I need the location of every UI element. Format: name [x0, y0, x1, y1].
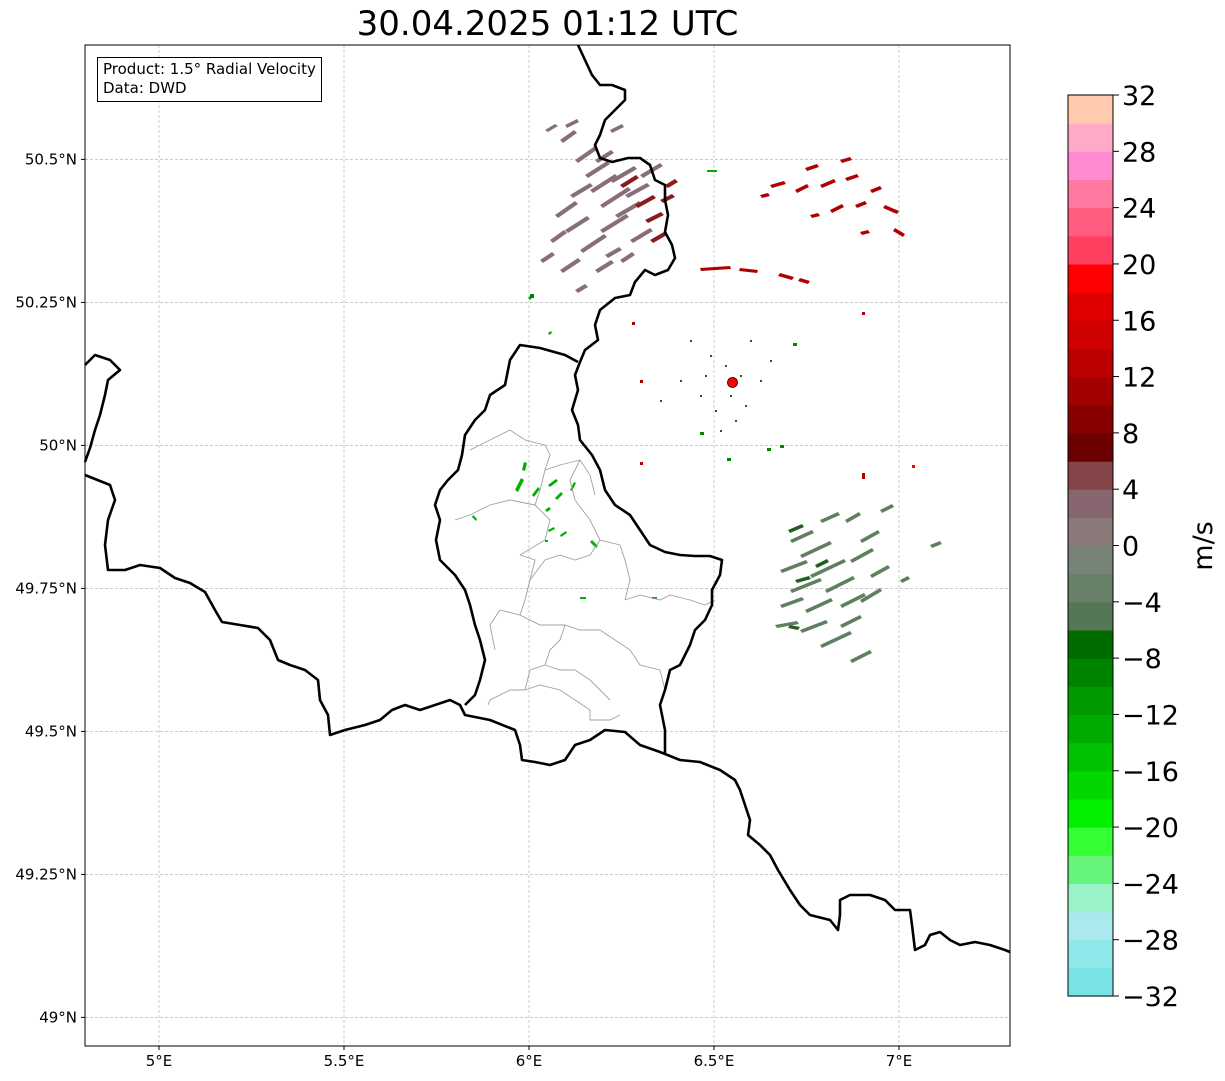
colorbar-segment: [1068, 95, 1113, 124]
lat-tick-label: 50.5°N: [25, 150, 77, 168]
colorbar-tick-label: −28: [1122, 926, 1179, 957]
colorbar-tick-label: −16: [1122, 757, 1179, 788]
colorbar: 32 28 24 20 16 12 8 4 0 −4 −8 −12 −16 −20 −24 −28 −32: [1067, 81, 1179, 1013]
radar-echoes: [472, 119, 942, 663]
echo-cluster-northeast: [700, 157, 905, 284]
lon-tick-label: 5.5°E: [324, 1052, 365, 1070]
colorbar-tick-label: 4: [1122, 475, 1139, 506]
colorbar-tick-label: 12: [1122, 363, 1156, 394]
colorbar-tick-label: 8: [1122, 419, 1139, 450]
colorbar-tick-label: 0: [1122, 532, 1139, 563]
map-frame: [84, 44, 1011, 1047]
colorbar-segment: [1068, 320, 1113, 350]
colorbar-label: m/s: [1188, 521, 1219, 570]
colorbar-segment: [1068, 517, 1113, 547]
colorbar-tick-label: −8: [1122, 644, 1162, 675]
colorbar-segment: [1068, 967, 1113, 997]
lon-tick-label: 6°E: [516, 1052, 543, 1070]
echo-clutter: [660, 340, 772, 432]
colorbar-segment: [1068, 827, 1113, 856]
colorbar-tick-label: −12: [1122, 700, 1179, 731]
colorbar-segment: [1068, 770, 1113, 800]
colorbar-segment: [1068, 123, 1113, 152]
colorbar-segment: [1068, 911, 1113, 941]
colorbar-segment: [1068, 179, 1113, 209]
lat-tick-label: 49.75°N: [15, 579, 77, 597]
colorbar-segment: [1068, 292, 1113, 321]
colorbar-segment: [1068, 855, 1113, 884]
map-area: [85, 45, 1010, 1046]
info-box: Product: 1.5° Radial Velocity Data: DWD: [97, 57, 322, 102]
colorbar-tick-label: −32: [1122, 982, 1179, 1013]
colorbar-segment: [1068, 883, 1113, 913]
lat-tick-label: 49.25°N: [15, 865, 77, 883]
lon-tick-label: 5°E: [146, 1052, 173, 1070]
lat-tick-label: 49.5°N: [25, 722, 77, 740]
colorbar-tick-label: 24: [1122, 194, 1156, 225]
colorbar-segment: [1068, 263, 1113, 293]
colorbar-segment: [1068, 686, 1113, 716]
colorbar-segment: [1068, 489, 1113, 518]
lon-tick-label: 6.5°E: [694, 1052, 735, 1070]
lat-tick-label: 49°N: [39, 1008, 77, 1026]
colorbar-segment: [1068, 235, 1113, 265]
colorbar-segment: [1068, 348, 1113, 378]
colorbar-segment: [1068, 207, 1113, 237]
colorbar-segment: [1068, 742, 1113, 772]
country-borders: [83, 44, 1011, 954]
echo-cluster-north: [540, 119, 663, 293]
colorbar-tick-label: 32: [1122, 81, 1156, 112]
gridlines: [85, 45, 1010, 1046]
colorbar-segment: [1068, 573, 1113, 603]
colorbar-segment: [1068, 376, 1113, 406]
colorbar-tick-label: −24: [1122, 869, 1179, 900]
colorbar-segment: [1068, 629, 1113, 659]
colorbar-segment: [1068, 939, 1113, 969]
colorbar-segment: [1068, 714, 1113, 744]
echo-cluster-southeast: [775, 504, 942, 663]
longitude-ticks: 5°E 5.5°E 6°E 6.5°E 7°E: [146, 1046, 913, 1070]
colorbar-tick-label: −20: [1122, 813, 1179, 844]
latitude-ticks: 49°N 49.25°N 49.5°N 49.75°N 50°N 50.25°N 50.5°…: [15, 150, 85, 1026]
colorbar-segment: [1068, 151, 1113, 181]
colorbar-segment: [1068, 461, 1113, 490]
echo-cluster-north-red: [620, 175, 678, 243]
colorbar-segment: [1068, 601, 1113, 631]
data-source-text: Data: DWD: [103, 79, 187, 97]
admin-boundaries: [454, 429, 716, 721]
colorbar-tick-label: 28: [1122, 137, 1156, 168]
lon-tick-label: 7°E: [886, 1052, 913, 1070]
colorbar-segment: [1068, 545, 1113, 575]
lat-tick-label: 50°N: [39, 436, 77, 454]
colorbar-segment: [1068, 658, 1113, 687]
lat-tick-label: 50.25°N: [15, 293, 77, 311]
colorbar-tick-label: −4: [1122, 588, 1162, 619]
colorbar-segment: [1068, 404, 1113, 434]
colorbar-tick-label: 16: [1122, 306, 1156, 337]
map-title: 30.04.2025 01:12 UTC: [356, 4, 739, 44]
colorbar-segment: [1068, 798, 1113, 828]
colorbar-tick-label: 20: [1122, 250, 1156, 281]
product-text: Product: 1.5° Radial Velocity: [103, 60, 316, 78]
echo-cluster-southeast-dark: [788, 524, 829, 630]
echo-clutter-color: [530, 170, 915, 479]
colorbar-segment: [1068, 432, 1113, 462]
radar-site-marker: [727, 377, 738, 388]
echo-cluster-luxembourg: [472, 294, 657, 599]
